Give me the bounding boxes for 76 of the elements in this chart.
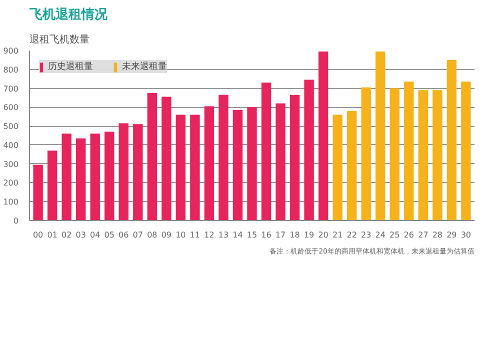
bar [47,150,58,220]
y-tick-label: 400 [3,140,19,150]
x-tick-label: 25 [390,230,400,240]
bar [76,138,86,220]
x-tick-label: 02 [61,230,72,240]
bar [261,82,272,220]
bar [232,110,243,220]
bar [190,114,200,220]
bar [432,90,442,220]
x-tick-label: 21 [332,230,343,240]
bar [404,82,414,220]
bar [247,107,257,220]
x-tick-label: 16 [261,230,272,240]
y-tick-label: 500 [3,122,19,132]
x-tick-label: 09 [161,230,172,240]
x-tick-label: 22 [346,230,357,240]
x-tick-label: 28 [432,230,443,240]
x-tick-label: 11 [190,230,200,240]
y-axis-title: 退租飞机数量 [30,34,90,46]
bar [332,114,342,220]
y-tick-label: 900 [3,46,19,56]
x-tick-label: 12 [204,230,214,240]
x-tick-label: 18 [290,230,300,240]
legend-label: 未来退租量 [122,60,167,73]
y-tick-label: 100 [3,198,19,207]
bar [418,90,428,220]
y-tick-label: 800 [3,65,19,74]
bar [461,82,471,220]
chart-title: 飞机退租情况 [28,6,108,22]
bar [147,93,158,220]
x-tick-label: 23 [361,230,372,240]
x-tick-label: 08 [147,230,158,240]
x-tick-label: 15 [246,230,258,240]
x-tick-label: 26 [404,230,414,240]
bar [204,106,214,220]
bar [90,134,100,220]
bar [118,123,128,220]
bar [390,88,400,220]
x-tick-label: 30 [460,230,472,240]
x-tick-label: 17 [275,230,286,240]
bar [162,96,172,220]
x-tick-label: 05 [104,230,114,240]
bar [318,51,328,220]
bar [346,110,357,220]
y-tick-label: 700 [3,84,19,94]
x-tick-label: 27 [418,230,428,240]
y-tick-label: 200 [3,178,19,188]
bar [133,124,143,220]
bar [361,87,371,220]
bar [218,94,228,220]
bar [446,60,457,220]
x-tick-label: 00 [32,230,44,240]
x-tick-label: 20 [318,230,328,240]
x-tick-label: 01 [47,230,58,240]
x-tick-label: 13 [218,230,229,240]
y-tick-label: 300 [3,160,19,169]
x-tick-label: 03 [76,230,86,240]
x-tick-label: 06 [118,230,129,240]
x-tick-label: 19 [304,230,314,240]
bar [290,94,300,220]
x-tick-label: 07 [132,230,143,240]
bar [176,114,186,220]
x-tick-label: 29 [446,230,457,240]
bar [104,132,114,220]
x-tick-label: 10 [176,230,186,240]
y-tick-label: 600 [3,103,19,112]
x-tick-label: 04 [90,230,100,240]
y-tick-label: 0 [13,216,19,226]
bar [33,164,43,220]
bar [276,103,286,220]
legend-label: 历史退租量 [48,60,93,73]
x-tick-label: 14 [232,230,243,240]
bar [304,80,314,220]
x-tick-label: 24 [375,230,386,240]
bar [376,51,386,220]
bar [62,134,72,220]
